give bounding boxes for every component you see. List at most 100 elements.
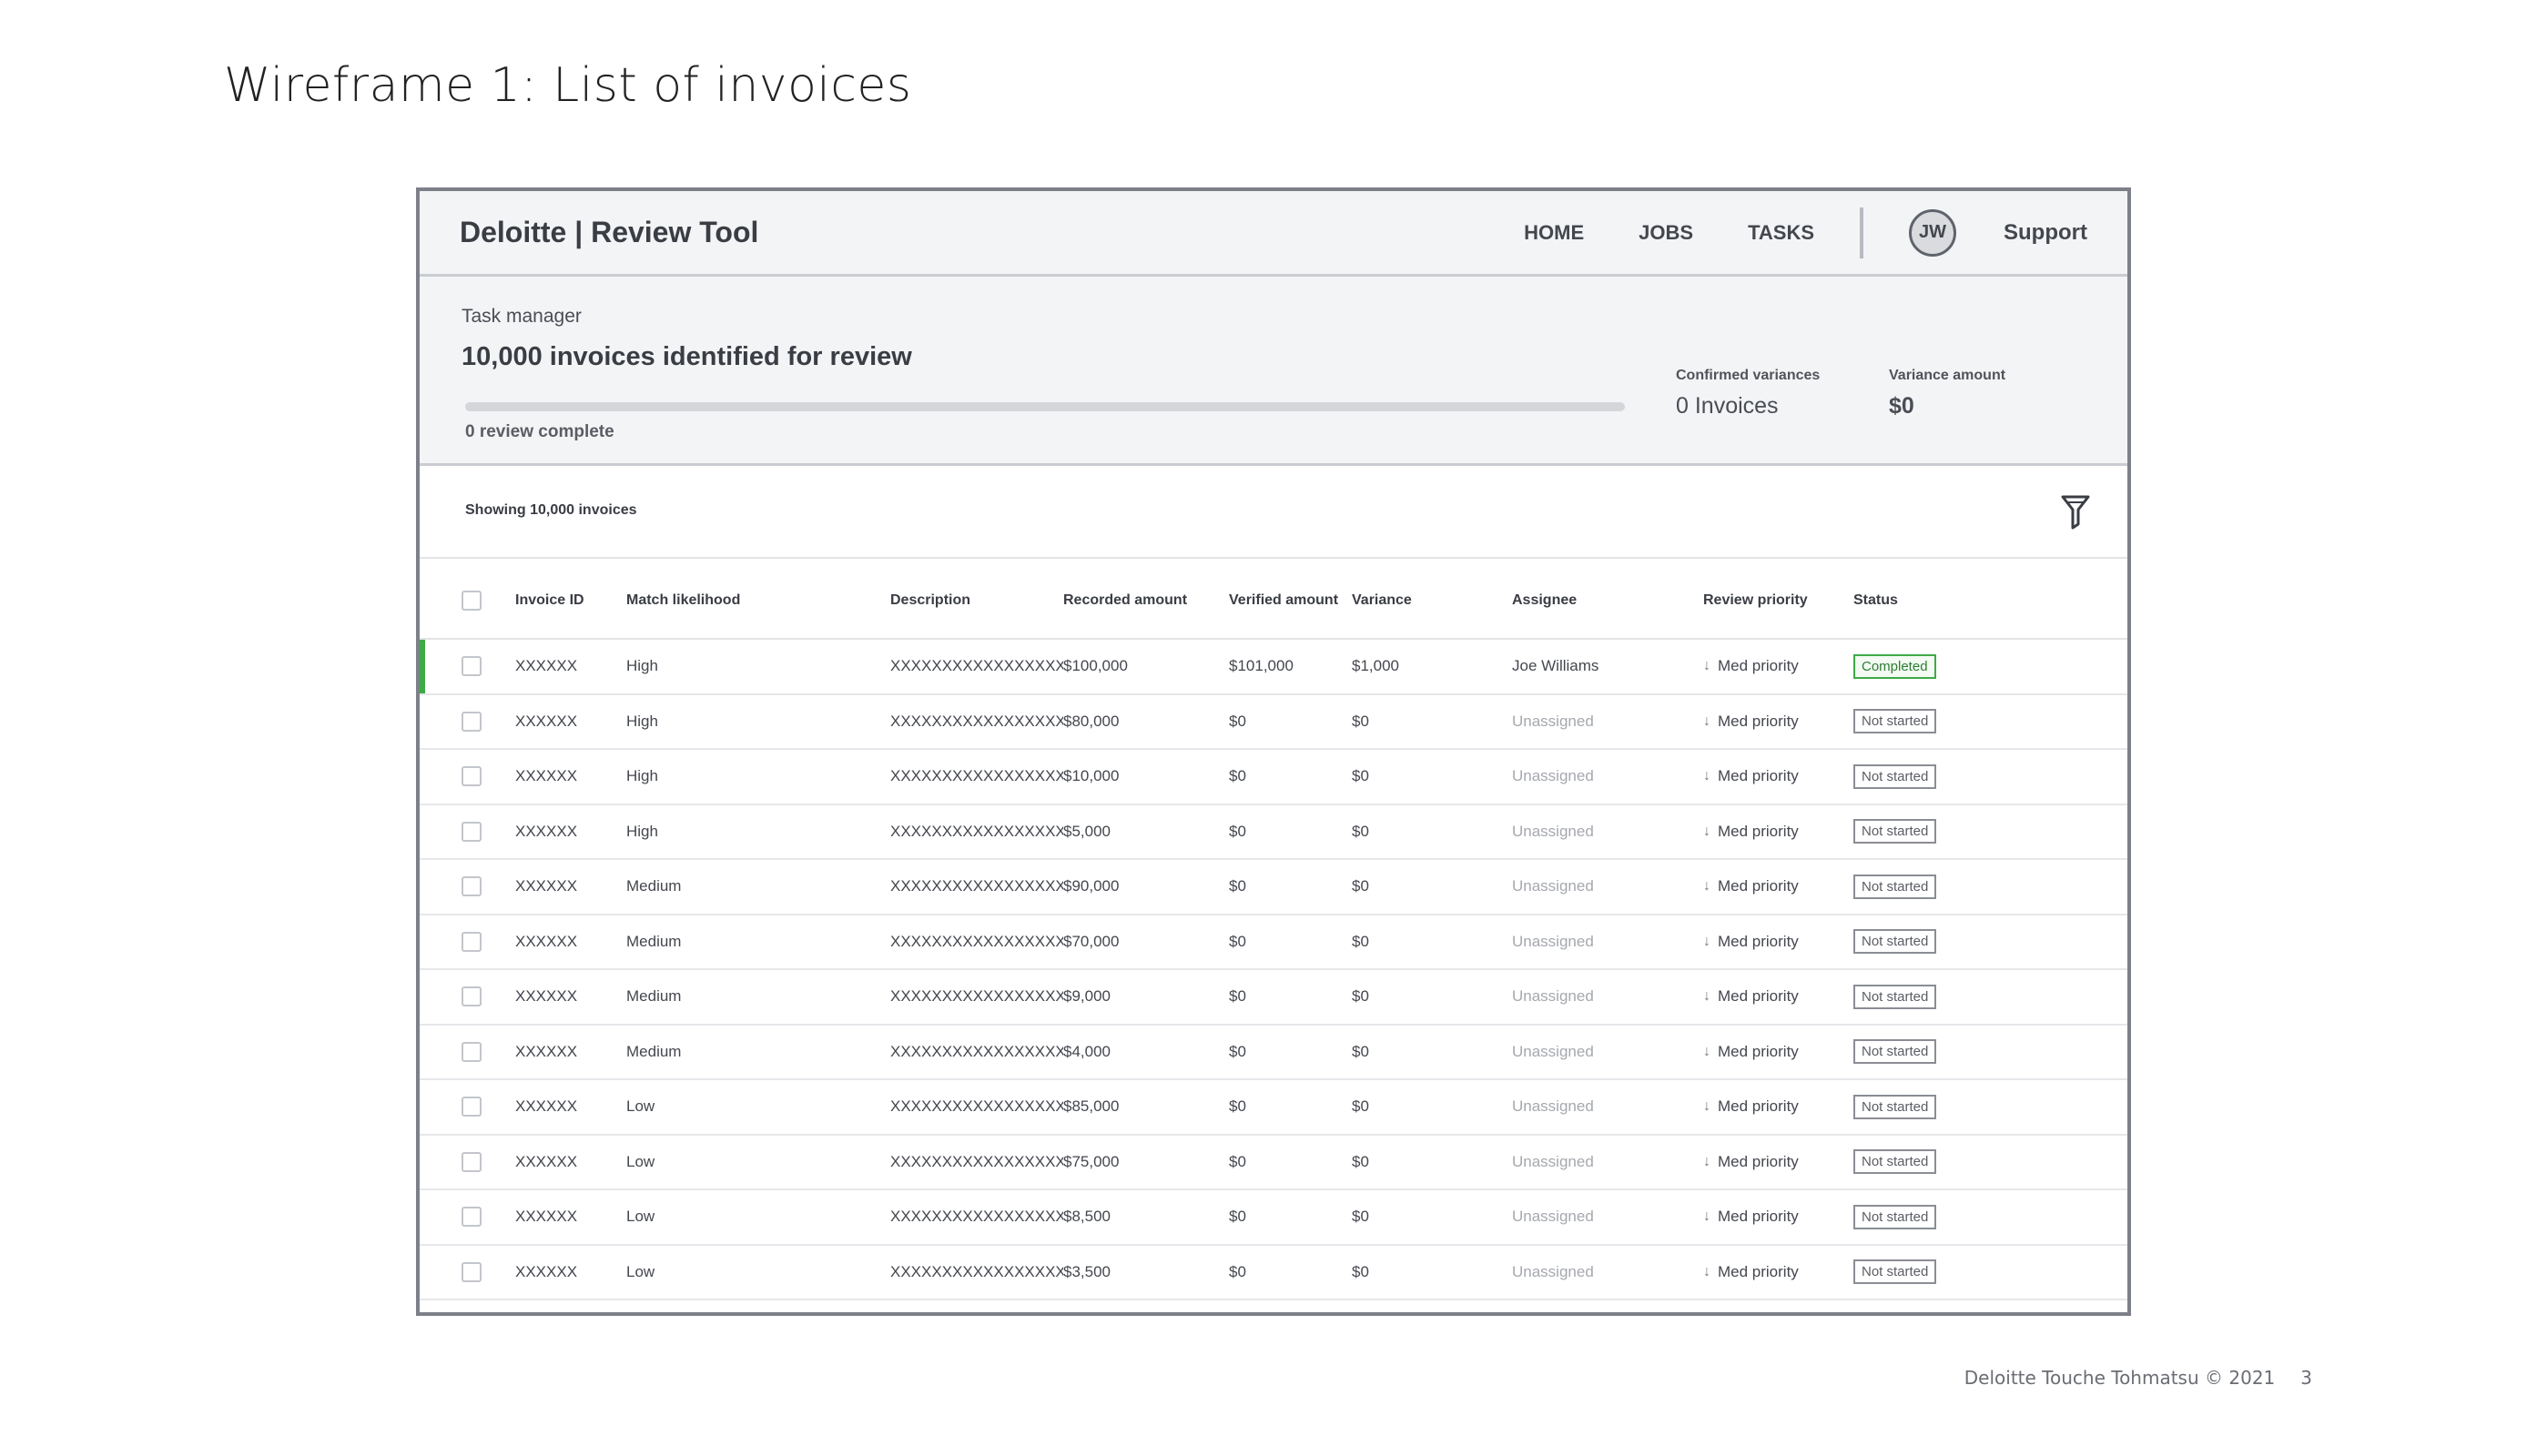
review-priority[interactable]: ↓ Med priority — [1703, 933, 1853, 951]
row-checkbox[interactable] — [462, 766, 482, 787]
row-checkbox[interactable] — [462, 986, 482, 1007]
table-row[interactable]: XXXXXX Low XXXXXXXXXXXXXXXXXXXXXXXXX$3,500… — [420, 1245, 2127, 1300]
col-assignee[interactable]: Assignee — [1512, 592, 1578, 608]
arrow-down-icon: ↓ — [1703, 768, 1710, 784]
assignee[interactable]: Unassigned — [1512, 1097, 1594, 1116]
table-row[interactable]: XXXXXX Low XXXXXXXXXXXXXXXXXXXXXXXXX$75,00… — [420, 1135, 2127, 1189]
row-checkbox[interactable] — [462, 1261, 482, 1282]
assignee[interactable]: Unassigned — [1512, 822, 1594, 840]
table-row[interactable]: XXXXXX Medium XXXXXXXXXXXXXXXXXXXXXXXXX$70… — [420, 915, 2127, 970]
col-status[interactable]: Status — [1853, 592, 1898, 608]
arrow-down-icon: ↓ — [1703, 878, 1710, 895]
assignee[interactable]: Unassigned — [1512, 1208, 1594, 1226]
nav-home[interactable]: HOME — [1524, 220, 1585, 244]
review-priority-label: Med priority — [1718, 657, 1799, 675]
row-checkbox[interactable] — [462, 1097, 482, 1117]
review-priority-cell: ↓ Med priority — [1703, 639, 1853, 694]
table-row[interactable]: XXXXXX High XXXXXXXXXXXXXXXXXXXXXXXXX$10,0… — [420, 749, 2127, 804]
assignee[interactable]: Unassigned — [1512, 1262, 1594, 1280]
assignee[interactable]: Unassigned — [1512, 877, 1594, 895]
assignee[interactable]: Unassigned — [1512, 987, 1594, 1006]
table-row[interactable]: XXXXXX Low XXXXXXXXXXXXXXXXXXXXXXXXX$8,500… — [420, 1189, 2127, 1245]
row-select-cell — [420, 749, 515, 804]
invoice-id: XXXXXX — [515, 657, 578, 675]
review-priority[interactable]: ↓ Med priority — [1703, 1043, 1853, 1061]
filter-icon[interactable] — [2060, 493, 2091, 530]
nav-jobs[interactable]: JOBS — [1639, 220, 1694, 244]
status-badge: Not started — [1853, 929, 1937, 955]
review-priority-cell: ↓ Med priority — [1703, 1245, 1853, 1300]
table-row[interactable]: XXXXXX High XXXXXXXXXXXXXXXXXXXXXXXXX$80,0… — [420, 694, 2127, 749]
variance: $0 — [1352, 932, 1369, 950]
col-invoice-id[interactable]: Invoice ID — [515, 592, 584, 608]
variance: $0 — [1352, 1208, 1369, 1226]
nav-divider — [1860, 207, 1864, 258]
table-row[interactable]: XXXXXX High XXXXXXXXXXXXXXXXXXXXXXXXX$100,… — [420, 639, 2127, 694]
verified-amount: $0 — [1229, 987, 1246, 1006]
col-review-priority[interactable]: Review priority — [1703, 592, 1808, 608]
col-verified-amount[interactable]: Verified amount — [1229, 592, 1339, 608]
row-checkbox[interactable] — [462, 1041, 482, 1062]
variance: $0 — [1352, 877, 1369, 895]
status-badge: Not started — [1853, 1039, 1937, 1065]
table-row[interactable]: XXXXXX Medium XXXXXXXXXXXXXXXXXXXXXXXXX$9,… — [420, 969, 2127, 1025]
col-recorded-amount[interactable]: Recorded amount — [1063, 592, 1188, 608]
recorded-amount: $4,000 — [1063, 1042, 1111, 1060]
review-progress-label: 0 review complete — [465, 422, 614, 441]
review-priority-label: Med priority — [1718, 1042, 1799, 1060]
review-priority-label: Med priority — [1718, 1208, 1799, 1226]
review-priority-cell: ↓ Med priority — [1703, 1079, 1853, 1135]
assignee[interactable]: Unassigned — [1512, 1042, 1594, 1060]
nav-tasks[interactable]: TASKS — [1748, 220, 1815, 244]
row-select-cell — [420, 1025, 515, 1080]
review-priority[interactable]: ↓ Med priority — [1703, 767, 1853, 785]
match-likelihood: Low — [626, 1097, 655, 1116]
row-checkbox[interactable] — [462, 1207, 482, 1228]
review-priority[interactable]: ↓ Med priority — [1703, 1208, 1853, 1226]
col-variance[interactable]: Variance — [1352, 592, 1412, 608]
recorded-amount: $90,000 — [1063, 877, 1120, 895]
row-checkbox[interactable] — [462, 656, 482, 677]
col-description[interactable]: Description — [890, 592, 971, 608]
review-priority[interactable]: ↓ Med priority — [1703, 987, 1853, 1006]
review-priority-cell: ↓ Med priority — [1703, 1025, 1853, 1080]
verified-amount: $0 — [1229, 1042, 1246, 1060]
row-checkbox[interactable] — [462, 876, 482, 897]
review-priority[interactable]: ↓ Med priority — [1703, 657, 1853, 675]
status-badge: Not started — [1853, 984, 1937, 1009]
match-likelihood: Medium — [626, 987, 682, 1006]
assignee[interactable]: Unassigned — [1512, 712, 1594, 730]
support-link[interactable]: Support — [2004, 219, 2087, 245]
task-manager-panel: Task manager 10,000 invoices identified … — [420, 277, 2127, 466]
review-priority[interactable]: ↓ Med priority — [1703, 1153, 1853, 1171]
table-row[interactable]: XXXXXX Medium XXXXXXXXXXXXXXXXXXXXXXXXX$4,… — [420, 1025, 2127, 1080]
arrow-down-icon: ↓ — [1703, 1153, 1710, 1169]
row-checkbox[interactable] — [462, 821, 482, 842]
status-badge: Not started — [1853, 709, 1937, 734]
row-select-cell — [420, 804, 515, 860]
row-checkbox[interactable] — [462, 711, 482, 732]
row-checkbox[interactable] — [462, 931, 482, 952]
select-all-checkbox[interactable] — [462, 590, 482, 611]
col-match-likelihood[interactable]: Match likelihood — [626, 592, 741, 608]
table-row[interactable]: XXXXXX Low XXXXXXXXXXXXXXXXXXXXXXXXX$85,00… — [420, 1079, 2127, 1135]
review-priority[interactable]: ↓ Med priority — [1703, 1263, 1853, 1281]
review-priority[interactable]: ↓ Med priority — [1703, 1097, 1853, 1116]
review-priority-cell: ↓ Med priority — [1703, 969, 1853, 1025]
user-avatar[interactable]: JW — [1909, 208, 1957, 257]
review-priority-label: Med priority — [1718, 822, 1799, 840]
assignee[interactable]: Unassigned — [1512, 767, 1594, 785]
table-row[interactable]: XXXXXX High XXXXXXXXXXXXXXXXXXXXXXXXX$5,00… — [420, 804, 2127, 860]
variance: $0 — [1352, 1262, 1369, 1280]
table-row[interactable]: XXXXXX Medium XXXXXXXXXXXXXXXXXXXXXXXXX$90… — [420, 859, 2127, 915]
verified-amount: $0 — [1229, 1097, 1246, 1116]
assignee[interactable]: Joe Williams — [1512, 657, 1599, 675]
review-priority[interactable]: ↓ Med priority — [1703, 823, 1853, 841]
verified-amount: $0 — [1229, 767, 1246, 785]
review-priority[interactable]: ↓ Med priority — [1703, 877, 1853, 895]
assignee[interactable]: Unassigned — [1512, 1152, 1594, 1170]
row-checkbox[interactable] — [462, 1151, 482, 1172]
status-cell: Not started — [1853, 915, 2127, 970]
assignee[interactable]: Unassigned — [1512, 932, 1594, 950]
review-priority[interactable]: ↓ Med priority — [1703, 713, 1853, 731]
